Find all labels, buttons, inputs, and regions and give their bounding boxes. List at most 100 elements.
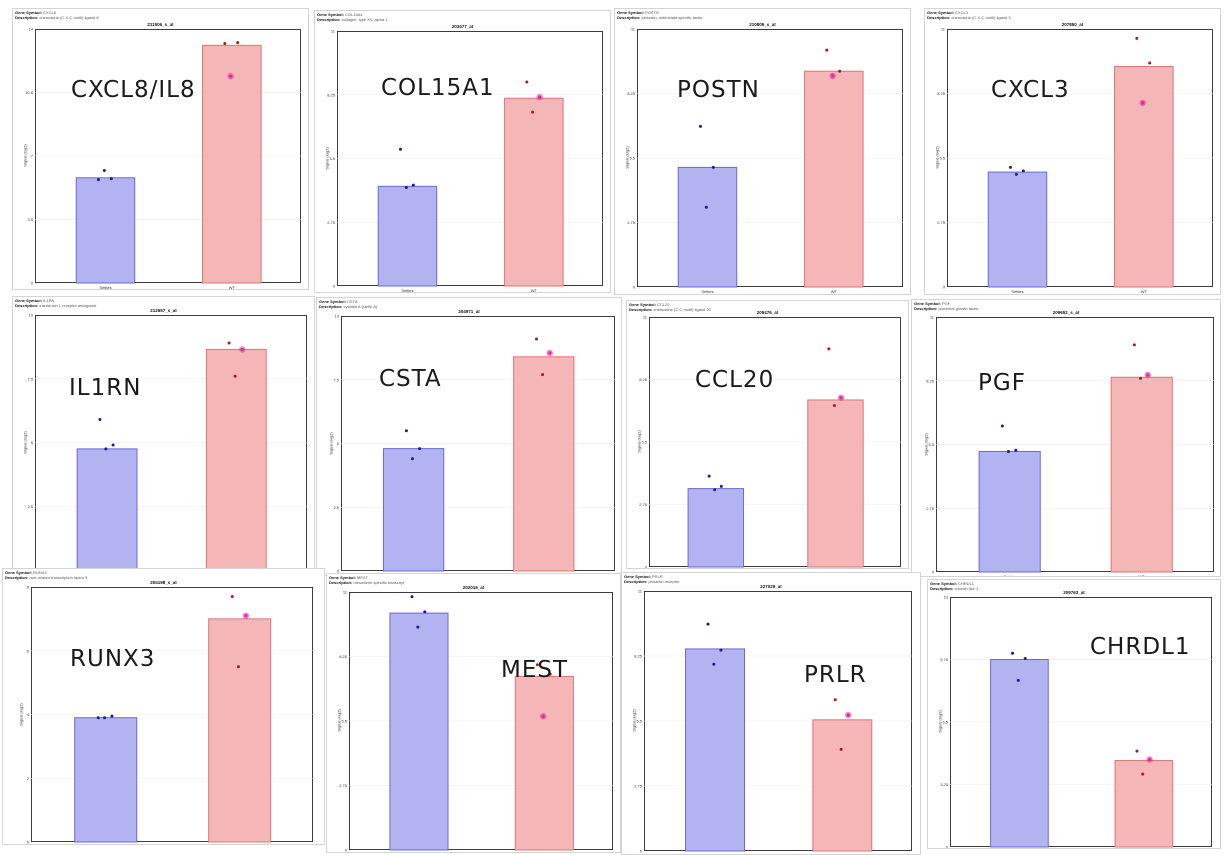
y-tick-label: 5.5 bbox=[939, 156, 945, 161]
data-point bbox=[1008, 165, 1012, 169]
data-point bbox=[1135, 749, 1139, 753]
data-point bbox=[236, 41, 240, 45]
data-point-highlight bbox=[541, 714, 545, 718]
gene-symbol-label: Gene Symbol: bbox=[930, 581, 959, 586]
y-tick-label: 0 bbox=[640, 849, 643, 854]
description-row: Description: collagen, type XV, alpha 1 bbox=[317, 17, 388, 22]
gene-name-label: CXCL3 bbox=[991, 77, 1070, 103]
chart-panel: Gene Symbol: CXCL3 Description: chemokine… bbox=[924, 8, 1221, 295]
data-point bbox=[418, 447, 422, 451]
chart-panel: Gene Symbol: POSTN Description: periostin… bbox=[614, 8, 911, 295]
chart-header: Gene Symbol: COL15A1 Description: collage… bbox=[317, 12, 388, 22]
data-point bbox=[698, 124, 702, 128]
description-label: Description: bbox=[329, 580, 354, 585]
y-tick-label: 11 bbox=[331, 29, 336, 34]
data-point bbox=[230, 595, 234, 599]
bar-wt bbox=[1114, 66, 1174, 288]
data-point bbox=[1016, 678, 1020, 682]
probe-id-title: 210809_s_at bbox=[749, 22, 776, 27]
data-point bbox=[96, 178, 100, 182]
data-point-highlight bbox=[538, 95, 542, 99]
description-row: Description: periostin, osteoblast speci… bbox=[617, 15, 703, 20]
y-tick-label: 2.75 bbox=[327, 220, 336, 225]
data-point bbox=[233, 374, 237, 378]
y-tick-label: 8.25 bbox=[937, 91, 946, 96]
gene-name-label: CCL20 bbox=[695, 367, 775, 393]
data-point bbox=[719, 648, 723, 652]
y-tick-label: 0 bbox=[633, 285, 636, 290]
data-point bbox=[96, 716, 100, 720]
y-tick-label: 10 bbox=[335, 314, 340, 319]
chart-svg: 2.75 5.5 8.25 11 0 Settles WT bbox=[339, 590, 613, 852]
gene-symbol-label: Gene Symbol: bbox=[317, 12, 346, 17]
description-label: Description: bbox=[927, 15, 952, 20]
chart-svg: 2.557.5100SettlesWT bbox=[27, 313, 307, 574]
x-category-label: WT bbox=[1141, 289, 1148, 294]
probe-id-title: 207850_at bbox=[1061, 22, 1084, 27]
gene-symbol-label: Gene Symbol: bbox=[629, 302, 658, 307]
data-point bbox=[535, 663, 539, 667]
gene-symbol-value: CHRDL1 bbox=[958, 581, 975, 586]
gene-symbol-label: Gene Symbol: bbox=[15, 298, 44, 303]
chart-header: Gene Symbol: POSTN Description: periostin… bbox=[617, 10, 703, 20]
gene-symbol-row: Gene Symbol: CSTA bbox=[319, 299, 377, 304]
description-row: Description: placental growth factor bbox=[914, 306, 979, 311]
data-point bbox=[541, 373, 545, 377]
y-tick-label: 13 bbox=[944, 595, 949, 600]
chart-panel: Gene Symbol: RUNX3 Description: runt-rela… bbox=[2, 568, 325, 845]
chart-panel: Gene Symbol: CSTA Description: cystatin A… bbox=[316, 297, 622, 576]
data-point bbox=[832, 404, 836, 408]
bar-settles bbox=[685, 648, 745, 852]
y-tick-label: 8.25 bbox=[926, 378, 935, 383]
y-tick-label: 5.5 bbox=[341, 719, 347, 724]
data-point bbox=[719, 484, 723, 488]
data-point bbox=[1000, 424, 1004, 428]
y-tick-label: 8.25 bbox=[327, 92, 336, 97]
description-label: Description: bbox=[5, 575, 30, 580]
description-value: chemokine (C-X-C motif) ligand 3 bbox=[951, 15, 1011, 20]
chart-panel: Gene Symbol: PGF Description: placental g… bbox=[911, 299, 1221, 577]
gene-name-label: RUNX3 bbox=[70, 646, 156, 672]
data-point bbox=[98, 418, 102, 422]
data-point-highlight bbox=[1146, 373, 1150, 377]
description-row: Description: chemokine (C-X-C motif) lig… bbox=[927, 15, 1011, 20]
y-tick-label: 0 bbox=[943, 285, 946, 290]
gene-name-label: CHRDL1 bbox=[1090, 634, 1191, 660]
chart-svg: 2.75 5.5 8.25 11 0 Settles WT bbox=[937, 27, 1213, 294]
data-point-highlight bbox=[846, 713, 850, 717]
y-tick-label: 8.25 bbox=[627, 91, 636, 96]
y-tick-label: 7 bbox=[31, 154, 34, 159]
gene-symbol-label: Gene Symbol: bbox=[617, 10, 646, 15]
probe-id-title: 209652_s_at bbox=[1052, 310, 1080, 315]
data-point bbox=[704, 205, 708, 209]
data-point bbox=[416, 625, 420, 629]
bar-wt bbox=[202, 44, 262, 284]
y-tick-label: 0 bbox=[946, 845, 949, 850]
y-tick-label: 2.75 bbox=[627, 220, 636, 225]
data-point bbox=[706, 622, 710, 626]
gene-symbol-value: RUNX3 bbox=[33, 570, 47, 575]
data-point bbox=[711, 165, 715, 169]
x-category-label: Settles bbox=[1004, 574, 1016, 577]
probe-id-title: 205476_at bbox=[756, 310, 779, 315]
description-label: Description: bbox=[629, 307, 654, 312]
probe-id-title: 212657_s_at bbox=[150, 308, 177, 313]
y-tick-label: 6 bbox=[27, 648, 30, 653]
description-row: Description: mesoderm specific transcrip… bbox=[329, 580, 404, 585]
data-point-highlight bbox=[244, 614, 248, 618]
y-tick-label: 8.25 bbox=[339, 654, 348, 659]
data-point bbox=[102, 716, 106, 720]
chart-header: Gene Symbol: CXCL3 Description: chemokine… bbox=[927, 10, 1011, 20]
bar-settles bbox=[990, 659, 1049, 848]
bar-wt bbox=[514, 675, 574, 851]
gene-symbol-value: CCL20 bbox=[657, 302, 670, 307]
y-tick-label: 2.5 bbox=[333, 505, 339, 510]
bar-settles bbox=[389, 612, 449, 851]
y-tick-label: 2.5 bbox=[27, 504, 33, 509]
data-point bbox=[104, 447, 108, 451]
data-point bbox=[825, 48, 829, 52]
description-row: Description: chemokine (C-C motif) ligan… bbox=[629, 307, 711, 312]
description-value: prolactin receptor bbox=[648, 579, 680, 584]
description-label: Description: bbox=[930, 586, 955, 591]
x-category-label: WT bbox=[531, 288, 538, 293]
